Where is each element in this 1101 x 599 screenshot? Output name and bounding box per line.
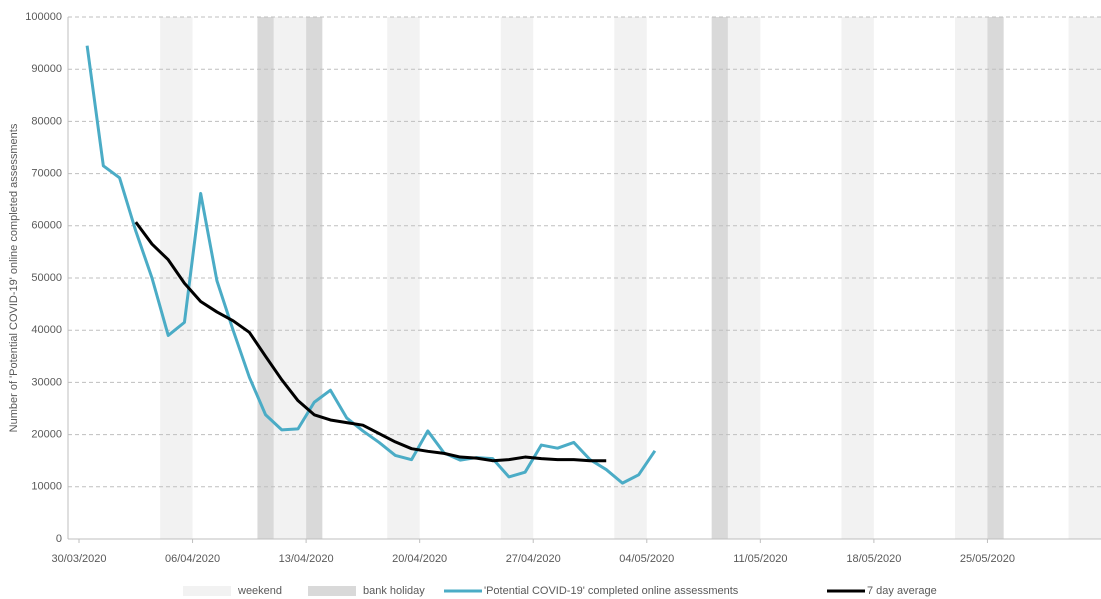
y-tick-label: 30000 bbox=[31, 376, 62, 388]
legend-label: weekend bbox=[237, 585, 282, 597]
x-tick-label: 18/05/2020 bbox=[846, 553, 901, 565]
y-tick-label: 80000 bbox=[31, 115, 62, 127]
y-tick-label: 0 bbox=[56, 533, 62, 545]
x-tick-label: 13/04/2020 bbox=[279, 553, 334, 565]
x-tick-label: 11/05/2020 bbox=[733, 553, 787, 565]
series-line bbox=[134, 221, 607, 463]
legend-label: 'Potential COVID-19' completed online as… bbox=[484, 585, 739, 597]
y-tick-label: 50000 bbox=[31, 272, 62, 284]
y-tick-label: 100000 bbox=[25, 11, 62, 23]
x-tick-label: 25/05/2020 bbox=[960, 553, 1015, 565]
y-tick-label: 20000 bbox=[31, 429, 62, 441]
series-line bbox=[85, 45, 657, 485]
y-tick-label: 10000 bbox=[31, 481, 62, 493]
x-tick-label: 30/03/2020 bbox=[51, 553, 106, 565]
y-tick-label: 60000 bbox=[31, 220, 62, 232]
legend-swatch bbox=[183, 586, 231, 596]
y-axis-label: Number of 'Potential COVID-19' online co… bbox=[8, 123, 20, 432]
legend-label: bank holiday bbox=[363, 585, 425, 597]
y-tick-label: 90000 bbox=[31, 63, 62, 75]
x-tick-label: 06/04/2020 bbox=[165, 553, 220, 565]
y-tick-label: 70000 bbox=[31, 168, 62, 180]
legend-swatch bbox=[308, 586, 356, 596]
x-tick-label: 04/05/2020 bbox=[619, 553, 674, 565]
legend-label: 7 day average bbox=[867, 585, 937, 597]
x-tick-label: 20/04/2020 bbox=[392, 553, 447, 565]
y-tick-label: 40000 bbox=[31, 324, 62, 336]
x-tick-label: 27/04/2020 bbox=[506, 553, 561, 565]
